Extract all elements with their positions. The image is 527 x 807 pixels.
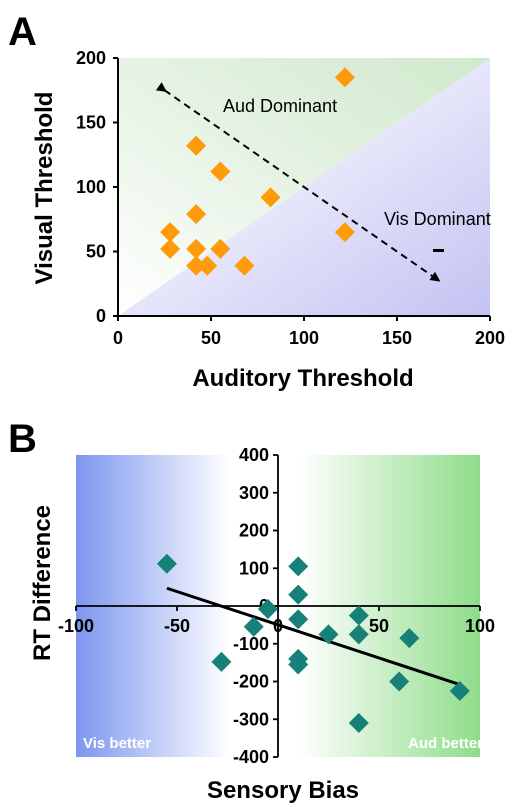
data-point [211,651,232,672]
data-point [288,584,309,605]
data-point [186,204,207,225]
vis-better-label: Vis better [83,735,151,752]
x-tick-label: 100 [289,328,319,348]
y-tick-label: 150 [76,113,106,133]
data-point [348,605,369,626]
data-point [257,599,278,620]
trend-line [166,586,461,686]
aud-dominant-label: Aud Dominant [223,96,337,116]
data-point [288,556,309,577]
scatter-points [156,553,470,734]
data-point [186,238,207,259]
data-point [186,135,207,156]
data-point [348,624,369,645]
y-tick-label: 50 [86,242,106,262]
y-ticks: 4003002001000-100-200-300-400 [233,445,278,767]
data-point [288,609,309,630]
x-tick-label: 100 [465,616,495,636]
data-point [389,671,410,692]
vis-dominant-label: Vis Dominant [384,209,491,229]
panel-a: A 0 50 100 150 200 0 50 100 150 200 Aud Dominant… [8,10,505,392]
data-point [334,222,355,243]
data-point [156,553,177,574]
x-tick-label: -50 [164,616,190,636]
data-point [318,624,339,645]
data-point [399,628,420,649]
x-axis-title: Auditory Threshold [192,365,413,392]
y-ticks: 0 50 100 150 200 [76,48,118,326]
data-point [186,255,207,276]
data-point [197,255,218,276]
data-point [243,616,264,637]
data-point [160,238,181,259]
data-point [449,680,470,701]
data-point [210,161,231,182]
x-axis-title: Sensory Bias [207,777,359,804]
y-tick-label: 100 [239,558,269,578]
scatter-points [160,67,355,276]
y-tick-label: 0 [96,306,106,326]
y-axis-title: RT Difference [29,505,56,661]
data-point [160,222,181,243]
y-tick-label: -200 [233,672,269,692]
data-point [210,238,231,259]
x-ticks: 0 50 100 150 200 [113,316,505,348]
y-tick-label: 200 [239,521,269,541]
panel-b: B -100-50050100 4003002001000-100-200-30… [8,417,495,804]
y-axis-title: Visual Threshold [31,92,58,285]
x-tick-label: 0 [113,328,123,348]
y-tick-label: -300 [233,709,269,729]
x-tick-label: 200 [475,328,505,348]
x-tick-label: 50 [369,616,389,636]
short-dash-mark [433,249,444,252]
x-tick-label: 50 [201,328,221,348]
data-point [348,713,369,734]
data-point [260,187,281,208]
aud-better-label: Aud better [408,735,483,752]
x-tick-label: -100 [58,616,94,636]
dominance-arrow [155,82,441,282]
data-point [288,654,309,675]
y-tick-label: 200 [76,48,106,68]
y-tick-label: -400 [233,747,269,767]
x-tick-label: 150 [382,328,412,348]
data-point [334,67,355,88]
panel-a-letter: A [8,10,37,54]
data-point [234,255,255,276]
y-tick-label: -100 [233,634,269,654]
y-tick-label: 400 [239,445,269,465]
panel-b-letter: B [8,417,37,461]
y-tick-label: 300 [239,483,269,503]
y-tick-label: 100 [76,177,106,197]
